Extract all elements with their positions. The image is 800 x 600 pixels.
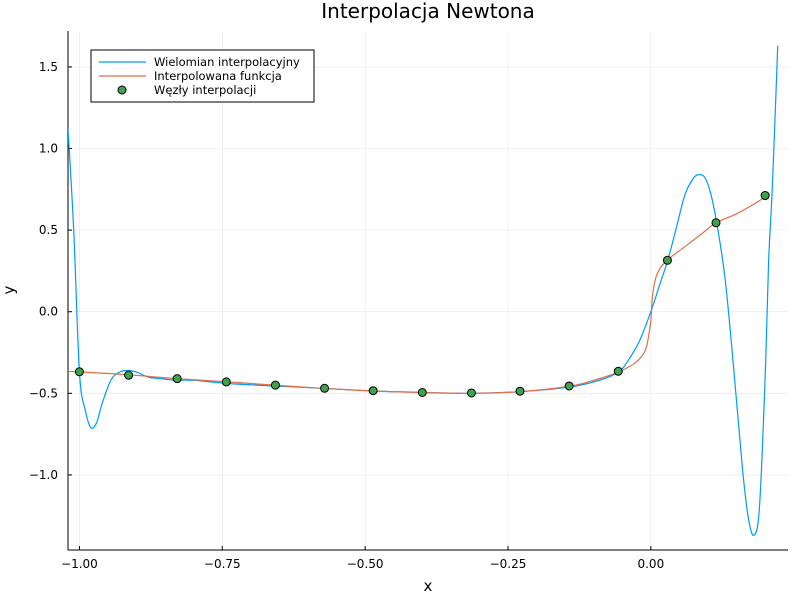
x-axis-label: x (424, 577, 433, 595)
x-ticks: −1.00 −0.75 −0.50 −0.25 0.00 (61, 546, 664, 571)
data-point (711, 218, 721, 228)
data-point (172, 374, 182, 384)
chart-title: Interpolacja Newtona (321, 0, 535, 23)
y-tick-label: 1.0 (39, 142, 58, 156)
data-point (760, 191, 770, 201)
legend-swatch-nodes (117, 85, 127, 95)
axes (67, 31, 788, 551)
data-point (515, 386, 525, 396)
data-point (564, 381, 574, 391)
y-tick-label: 0.0 (39, 305, 58, 319)
data-point (662, 255, 672, 265)
y-ticks: −1.0 −0.5 0.0 0.5 1.0 1.5 (29, 60, 72, 482)
data-point (270, 380, 280, 390)
y-axis-label: y (0, 285, 18, 294)
grid (68, 31, 788, 550)
series-layer (68, 45, 779, 536)
data-point (320, 383, 330, 393)
x-tick-label: −1.00 (61, 557, 98, 571)
legend-label-nodes: Węzły interpolacji (154, 83, 256, 97)
y-tick-label: −0.5 (29, 386, 58, 400)
y-tick-label: 0.5 (39, 223, 58, 237)
data-point (466, 388, 476, 398)
y-tick-label: −1.0 (29, 468, 58, 482)
data-point (417, 388, 427, 398)
legend-label-function: Interpolowana funkcja (154, 69, 282, 83)
y-tick-label: 1.5 (39, 60, 58, 74)
data-point (368, 386, 378, 396)
data-point (221, 377, 231, 387)
data-point (124, 370, 134, 380)
legend-label-polynomial: Wielomian interpolacyjny (154, 55, 300, 69)
data-point (613, 366, 623, 376)
series-line-1 (68, 195, 766, 394)
data-point (74, 367, 84, 377)
x-tick-label: −0.50 (347, 557, 384, 571)
x-tick-label: −0.25 (490, 557, 527, 571)
x-tick-label: 0.00 (637, 557, 664, 571)
x-tick-label: −0.75 (204, 557, 241, 571)
legend: Wielomian interpolacyjny Interpolowana f… (90, 49, 315, 103)
